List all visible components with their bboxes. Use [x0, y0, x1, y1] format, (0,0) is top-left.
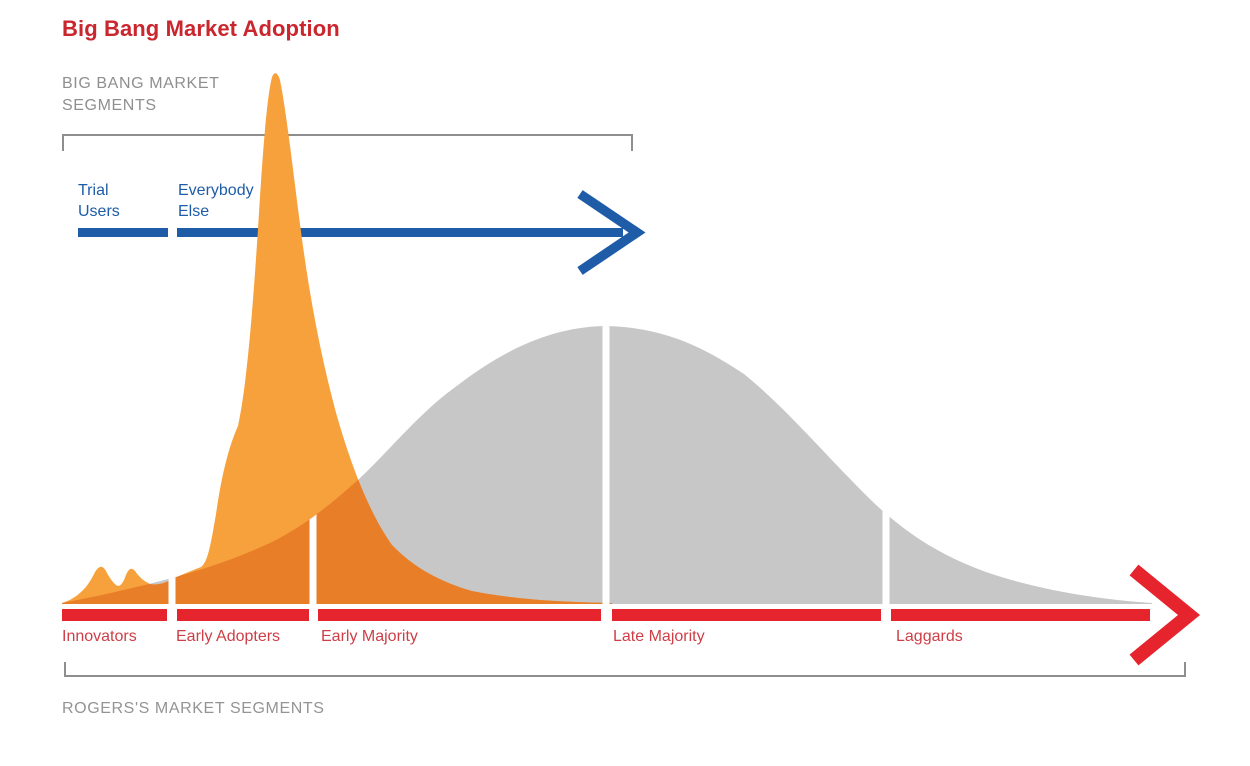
label-innovators: Innovators: [62, 628, 137, 645]
red-segment-early-majority: [318, 609, 601, 621]
segment-separator-early-majority: [602, 326, 610, 604]
page-title: Big Bang Market Adoption: [62, 16, 340, 41]
label-late-majority: Late Majority: [613, 628, 705, 645]
big-bang-timeline-arrow: [78, 190, 646, 275]
red-arrowhead-icon: [1129, 564, 1201, 666]
top-bracket-label: BIG BANG MARKET SEGMENTS: [62, 75, 220, 114]
blue-segment-everybody-else: [177, 228, 623, 237]
segment-separator-late-majority: [882, 326, 890, 604]
segment-separator-innovators: [168, 326, 176, 604]
label-early-majority: Early Majority: [321, 628, 418, 645]
red-segment-early-adopters: [177, 609, 309, 621]
red-segment-laggards: [891, 609, 1150, 621]
red-segment-late-majority: [612, 609, 881, 621]
label-early-adopters: Early Adopters: [176, 628, 281, 645]
red-segment-innovators: [62, 609, 167, 621]
label-everybody-else: Everybody Else: [178, 182, 254, 220]
top-bracket: [62, 134, 633, 151]
blue-arrowhead-icon: [577, 190, 646, 275]
rogers-axis-arrow: [62, 564, 1201, 666]
label-trial-users: Trial Users: [78, 182, 120, 220]
bottom-bracket-label: ROGERS'S MARKET SEGMENTS: [62, 700, 325, 717]
bottom-bracket: [64, 662, 1186, 677]
blue-segment-trial-users: [78, 228, 168, 237]
label-laggards: Laggards: [896, 628, 963, 645]
